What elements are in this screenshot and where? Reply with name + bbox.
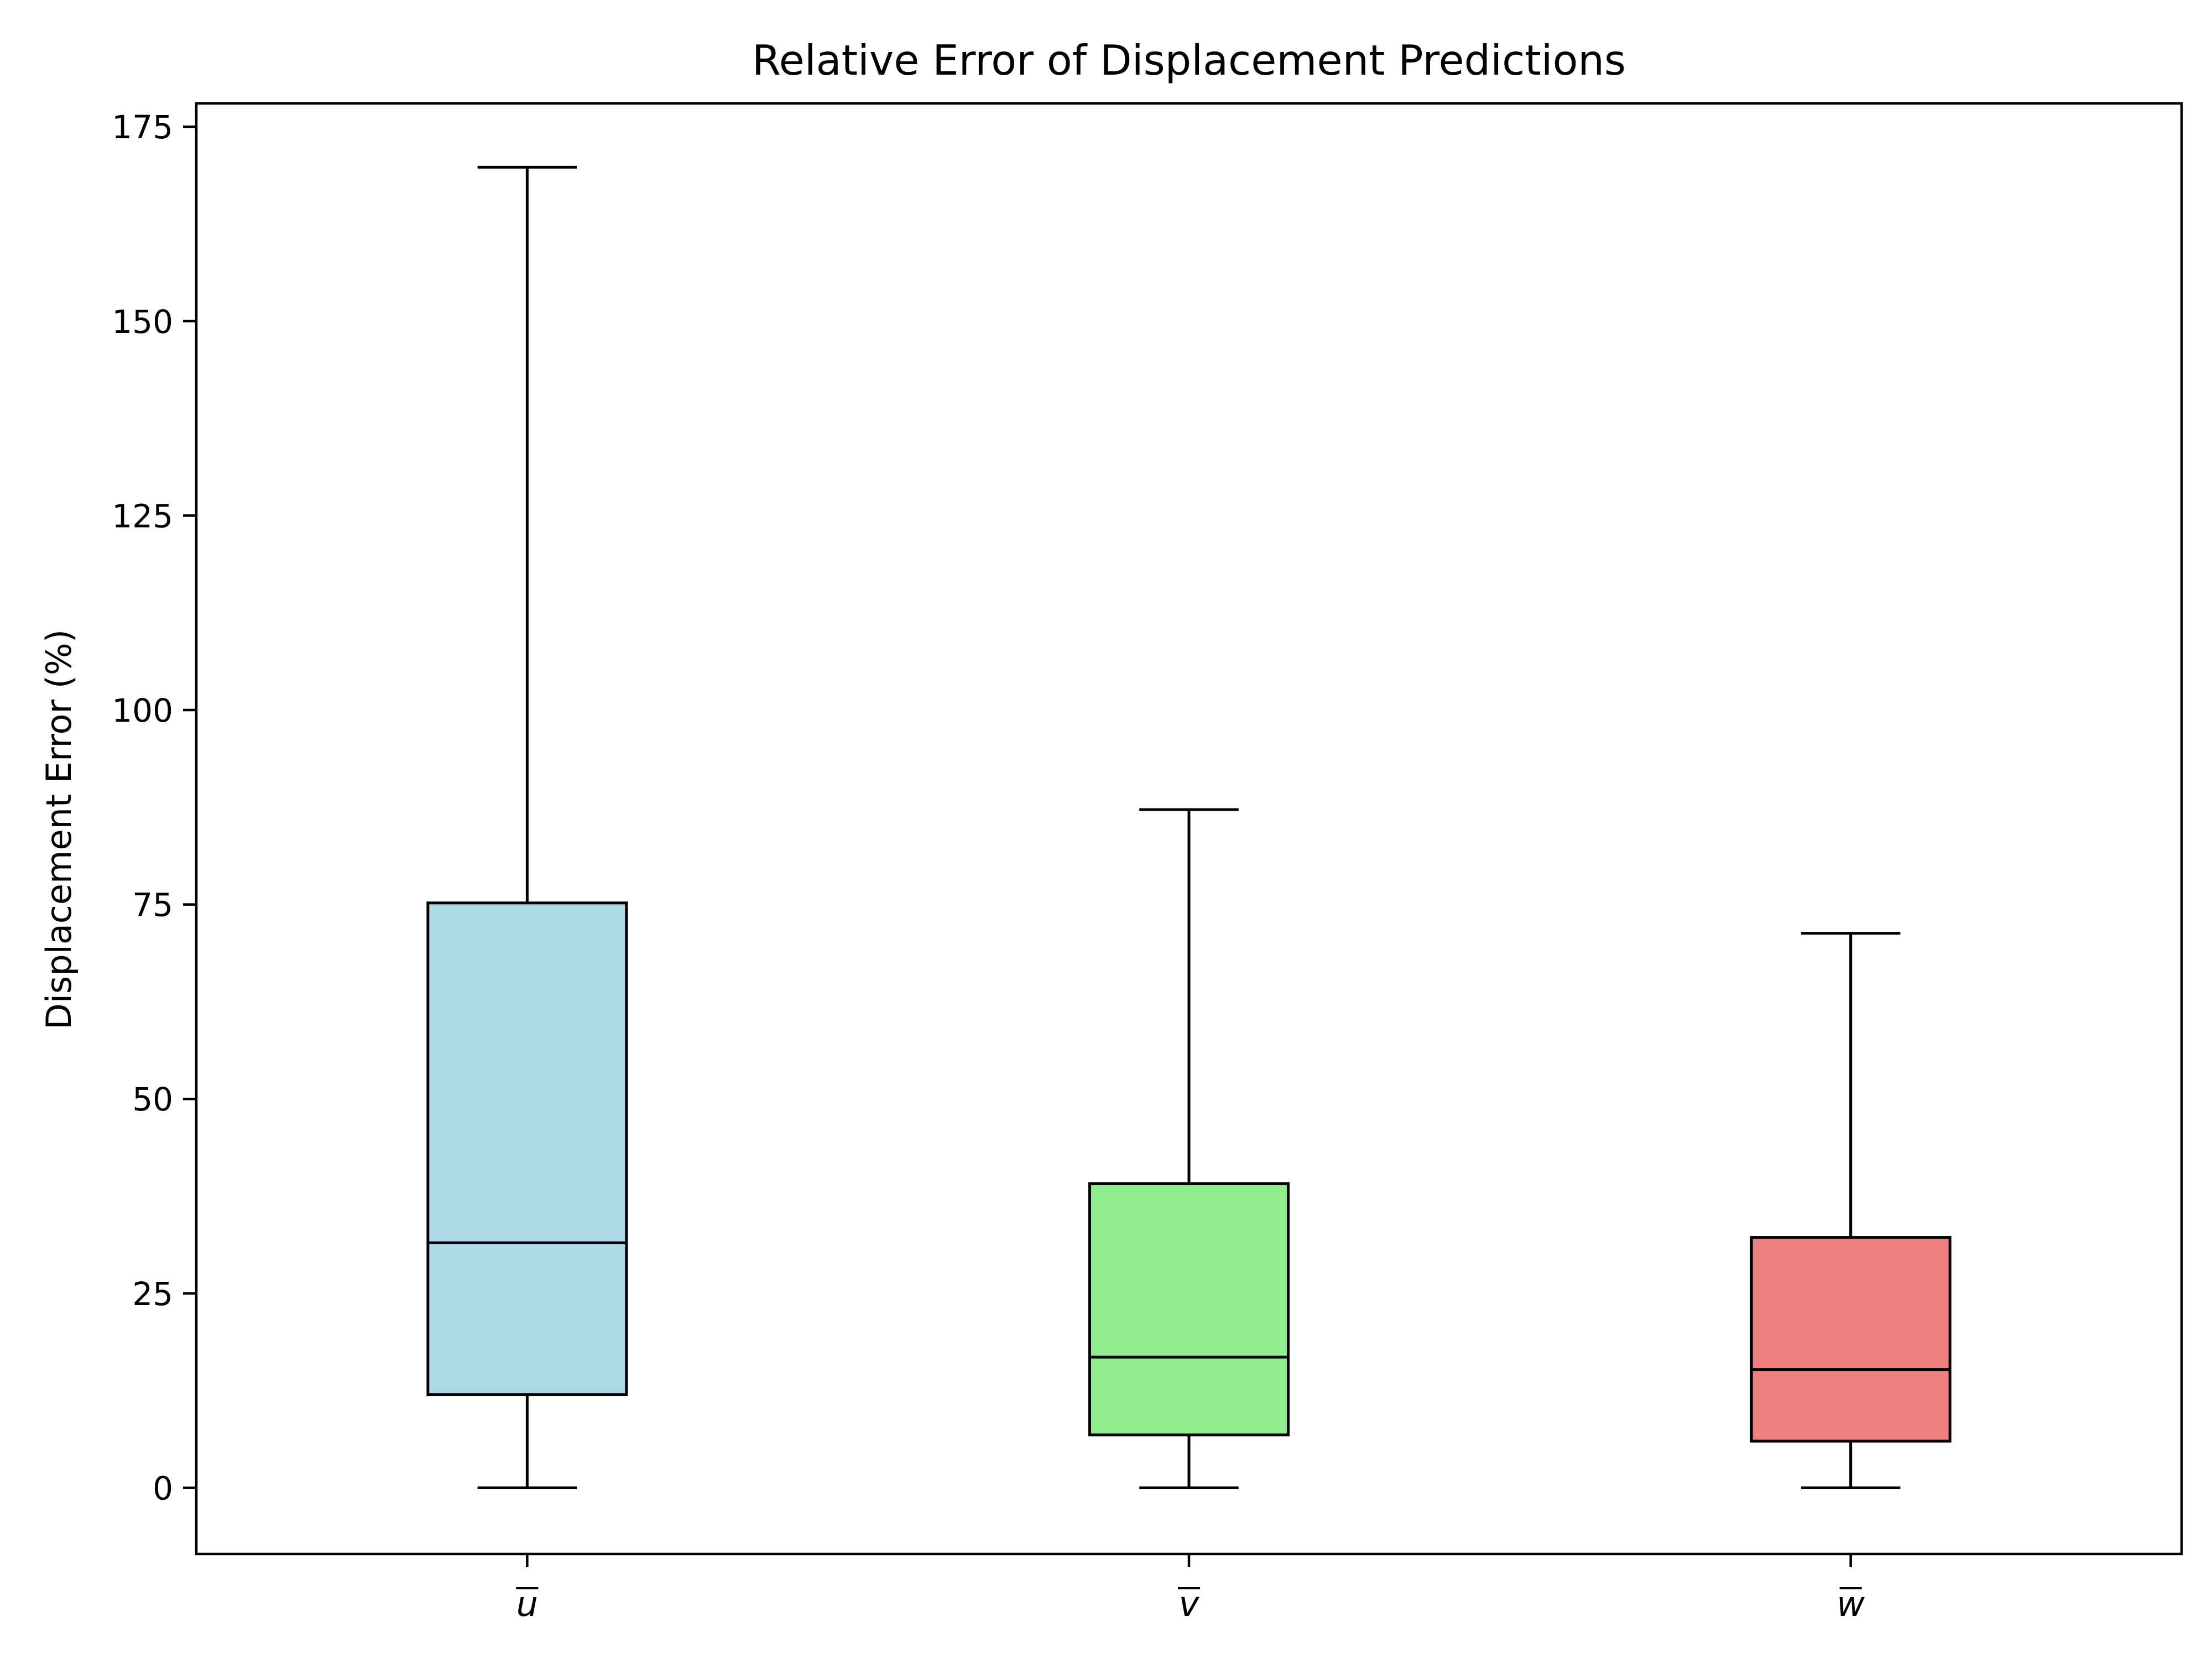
- box-body: [426, 901, 628, 1396]
- plot-area-frame: [195, 102, 2183, 1556]
- x-tick-label-v: v: [1179, 1584, 1200, 1624]
- x-axis-ticks: u v w: [516, 1554, 1865, 1624]
- box-v: [1088, 808, 1290, 1489]
- box-u: [426, 165, 628, 1489]
- box-w: [1750, 932, 1952, 1489]
- box-body: [1750, 1236, 1952, 1443]
- y-axis-label: Displacement Error (%): [39, 629, 79, 1030]
- y-tick-label: 125: [112, 497, 173, 535]
- y-axis-ticks: 0 25 50 75 100 125 150 175: [112, 108, 196, 1507]
- y-tick-label: 100: [112, 692, 173, 729]
- chart-title: Relative Error of Displacement Predictio…: [752, 36, 1626, 85]
- y-tick-label: 0: [153, 1469, 173, 1507]
- y-tick-label: 50: [132, 1081, 173, 1118]
- y-tick-label: 175: [112, 108, 173, 146]
- x-tick-label-w: w: [1837, 1584, 1865, 1624]
- y-tick-label: 25: [132, 1275, 173, 1313]
- x-tick-label-u: u: [517, 1584, 538, 1624]
- y-tick-label: 75: [132, 886, 173, 924]
- box-series: [426, 165, 1952, 1489]
- y-tick-label: 150: [112, 303, 173, 341]
- box-body: [1088, 1182, 1290, 1437]
